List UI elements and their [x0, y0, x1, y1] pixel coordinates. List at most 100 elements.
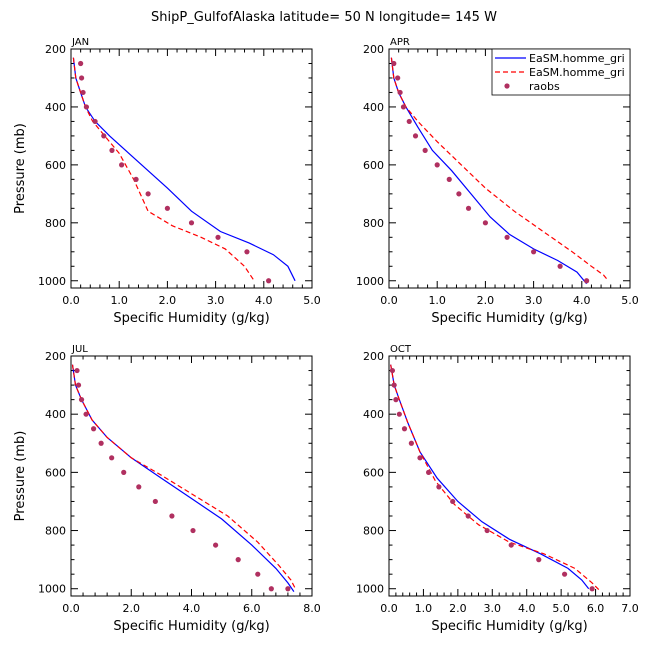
x-tick-label: 7.0: [621, 602, 639, 615]
x-tick-label: 5.0: [303, 294, 321, 307]
y-tick-label: 1000: [356, 583, 384, 596]
raobs-point: [417, 455, 423, 461]
legend-entry: raobs: [504, 80, 560, 93]
raobs-point: [285, 586, 291, 592]
y-tick-label: 200: [363, 43, 384, 56]
raobs-point: [408, 440, 414, 446]
panel-title: JAN: [71, 37, 89, 48]
legend-marker: [504, 83, 510, 89]
series-line-blue-solid: [71, 364, 295, 592]
x-tick-label: 0.0: [380, 294, 398, 307]
y-tick-label: 1000: [356, 275, 384, 288]
x-tick-label: 5.0: [552, 602, 570, 615]
x-tick-label: 3.0: [484, 602, 502, 615]
x-tick-label: 3.0: [207, 294, 225, 307]
raobs-point: [164, 205, 170, 211]
x-tick-label: 6.0: [587, 602, 605, 615]
panel-jul: 0.0 2.0 4.0 6.0 8.0 200 400 600 800 1000 JUL Specif…: [13, 344, 321, 634]
y-tick-label: 200: [45, 43, 66, 56]
x-axis-label: Specific Humidity (g/kg): [113, 311, 269, 326]
panels: 0.0 1.0 2.0 3.0 4.0 5.0 200 400 600 800 1000 JAN Spe…: [13, 37, 639, 634]
raobs-point: [109, 455, 115, 461]
raobs-point: [395, 75, 401, 81]
series-line-red-dashed: [390, 57, 609, 282]
raobs-point: [78, 397, 85, 403]
x-tick-label: 2.0: [477, 294, 495, 307]
raobs-point: [465, 205, 472, 211]
y-axis-label: Pressure (mb): [13, 431, 28, 522]
series-line-blue-solid: [72, 57, 296, 282]
raobs-point: [78, 60, 84, 67]
plot-area: [71, 364, 296, 592]
x-tick-label: 0.0: [380, 602, 398, 615]
y-tick-label: 600: [45, 159, 66, 172]
x-tick-label: 4.0: [573, 294, 591, 307]
raobs-point: [188, 220, 195, 226]
plot-frame: [70, 48, 313, 289]
y-tick-label: 400: [45, 101, 66, 114]
x-tick-label: 0.0: [62, 602, 80, 615]
panel-oct: 0.0 1.0 2.0 3.0 4.0 5.0 6.0 7.0 200 400 600 800 1000…: [356, 344, 639, 634]
raobs-point: [400, 104, 407, 110]
raobs-point: [508, 542, 514, 548]
legend-label: EaSM.homme_gri: [529, 66, 625, 79]
raobs-point: [92, 118, 98, 125]
raobs-point: [484, 527, 490, 534]
raobs-point: [391, 60, 397, 67]
raobs-point: [436, 484, 442, 490]
plot-frame: [70, 355, 313, 597]
y-tick-label: 800: [363, 217, 384, 230]
legend-label: EaSM.homme_gri: [529, 52, 625, 65]
panel-title: OCT: [390, 344, 412, 355]
raobs-point: [244, 249, 250, 255]
raobs-point: [557, 263, 563, 269]
raobs-point: [561, 571, 568, 577]
x-tick-label: 3.0: [525, 294, 543, 307]
x-axis-label: Specific Humidity (g/kg): [431, 619, 587, 634]
panel-jan: 0.0 1.0 2.0 3.0 4.0 5.0 200 400 600 800 1000 JAN Spe…: [13, 37, 321, 326]
x-tick-label: 4.0: [183, 602, 201, 615]
x-tick-label: 5.0: [621, 294, 639, 307]
raobs-point: [109, 147, 115, 153]
y-tick-label: 200: [363, 350, 384, 363]
raobs-point: [136, 484, 142, 490]
raobs-point: [589, 586, 595, 592]
raobs-point: [169, 513, 175, 519]
y-tick-label: 600: [45, 466, 66, 479]
raobs-point: [425, 469, 432, 475]
series-line-red-dashed: [72, 57, 255, 282]
y-tick-label: 200: [45, 350, 66, 363]
y-tick-label: 800: [363, 525, 384, 538]
raobs-point: [450, 498, 456, 505]
x-tick-label: 8.0: [303, 602, 321, 615]
x-tick-label: 2.0: [123, 602, 141, 615]
plot-area: [72, 57, 296, 284]
legend-label: raobs: [529, 80, 560, 93]
raobs-point: [74, 367, 80, 374]
raobs-point: [393, 397, 399, 403]
raobs-point: [83, 104, 90, 110]
raobs-point: [446, 176, 452, 182]
raobs-point: [396, 411, 402, 417]
raobs-point: [119, 162, 125, 168]
raobs-point: [531, 249, 537, 255]
y-tick-label: 1000: [38, 275, 66, 288]
raobs-point: [406, 118, 412, 125]
raobs-point: [215, 234, 221, 240]
page-title: ShipP_GulfofAlaska latitude= 50 N longit…: [151, 10, 497, 25]
panel-title: APR: [390, 37, 410, 48]
raobs-point: [83, 411, 89, 417]
x-axis-label: Specific Humidity (g/kg): [431, 311, 587, 326]
raobs-point: [213, 542, 219, 548]
raobs-point: [190, 527, 196, 534]
raobs-point: [434, 162, 440, 168]
y-tick-label: 600: [363, 466, 384, 479]
raobs-point: [412, 133, 419, 139]
plot-frame: [388, 355, 631, 597]
raobs-point: [121, 469, 127, 475]
raobs-point: [145, 191, 151, 197]
x-tick-label: 0.0: [62, 294, 80, 307]
raobs-point: [80, 89, 86, 96]
raobs-point: [133, 176, 139, 182]
